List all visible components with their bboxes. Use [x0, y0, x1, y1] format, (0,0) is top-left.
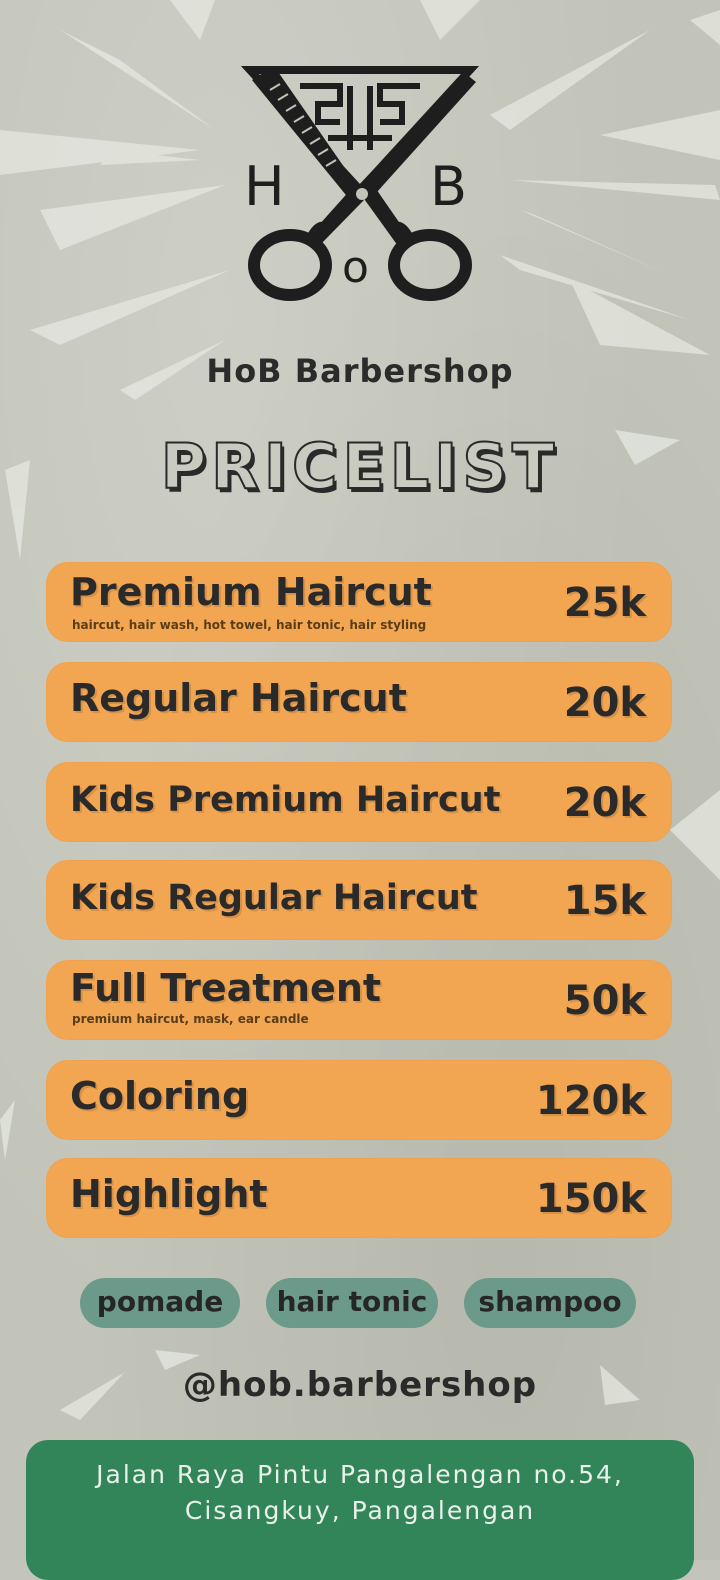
service-name: Premium Haircut: [70, 570, 432, 614]
service-item-highlight: Highlight 150k: [46, 1158, 672, 1238]
service-name: Kids Regular Haircut: [70, 878, 478, 918]
service-name: Kids Premium Haircut: [70, 780, 501, 820]
service-name: Coloring: [70, 1074, 250, 1118]
scissors-comb-icon: [240, 66, 480, 301]
service-item-full-treatment: Full Treatment premium haircut, mask, ea…: [46, 960, 672, 1040]
shop-name: HoB Barbershop: [206, 352, 514, 390]
pricelist-title: PRICELIST: [160, 429, 560, 504]
shop-logo: H B o: [240, 60, 480, 310]
service-item-coloring: Coloring 120k: [46, 1060, 672, 1140]
service-price: 25k: [563, 580, 646, 626]
logo-letter-b: B: [430, 155, 468, 218]
product-tag-pomade: pomade: [80, 1278, 240, 1328]
service-description: haircut, hair wash, hot towel, hair toni…: [72, 618, 427, 632]
service-item-regular-haircut: Regular Haircut 20k: [46, 662, 672, 742]
service-price: 120k: [535, 1078, 646, 1124]
service-price: 15k: [563, 878, 646, 924]
service-item-kids-regular-haircut: Kids Regular Haircut 15k: [46, 860, 672, 940]
service-name: Full Treatment: [70, 966, 382, 1010]
logo-letter-h: H: [244, 155, 285, 218]
social-handle: @hob.barbershop: [182, 1365, 538, 1405]
address-box: Jalan Raya Pintu Pangalengan no.54, Cisa…: [26, 1440, 694, 1580]
service-price: 20k: [563, 680, 646, 726]
service-price: 150k: [535, 1176, 646, 1222]
service-description: premium haircut, mask, ear candle: [72, 1012, 309, 1026]
product-tag-hair-tonic: hair tonic: [266, 1278, 438, 1328]
logo-letter-o: o: [342, 242, 369, 293]
address-line-2: Cisangkuy, Pangalengan: [184, 1496, 536, 1525]
product-tags: pomade hair tonic shampoo: [0, 1278, 720, 1330]
service-name: Highlight: [70, 1172, 268, 1216]
service-price: 20k: [563, 780, 646, 826]
product-tag-shampoo: shampoo: [464, 1278, 636, 1328]
address-line-1: Jalan Raya Pintu Pangalengan no.54,: [96, 1460, 624, 1489]
service-name: Regular Haircut: [70, 676, 407, 720]
service-item-premium-haircut: Premium Haircut haircut, hair wash, hot …: [46, 562, 672, 642]
service-price: 50k: [563, 978, 646, 1024]
service-item-kids-premium-haircut: Kids Premium Haircut 20k: [46, 762, 672, 842]
